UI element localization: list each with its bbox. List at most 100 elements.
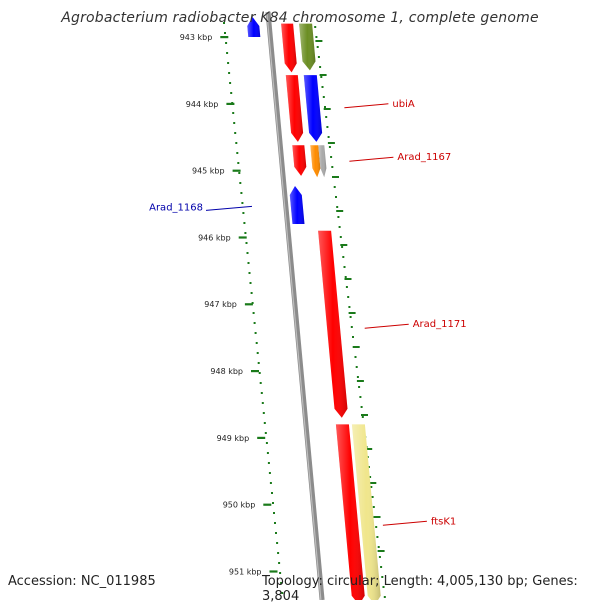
gc-dot-left [228,72,231,74]
gc-dash-right [356,380,364,382]
gc-dot-right [316,46,319,48]
gc-dot-right [377,546,380,548]
tick-label: 948 kbp [210,367,243,376]
tick-mark [257,436,266,439]
gc-dot-right [354,356,357,358]
chromosome-backbone [265,11,325,601]
gene-feature-shade [281,23,297,73]
gc-dot-left [233,122,236,124]
gc-dot-right [331,166,334,168]
tick-label: 946 kbp [198,233,231,242]
gc-dot-right [383,596,386,598]
gc-dot-left [229,82,232,84]
gc-dash-right [352,346,360,348]
tick-label: 951 kbp [229,567,262,576]
gc-dot-left [260,392,263,394]
gc-dot-left [238,172,241,174]
gc-dash-right [373,516,381,518]
gc-dash-right [377,550,385,552]
gc-dot-left [240,192,243,194]
gc-dash-right [319,74,327,76]
gene-feature-shade [351,424,381,604]
gc-dot-left [264,432,267,434]
gc-dot-right [338,226,341,228]
gc-dash-right [344,278,352,280]
gene-labels: ubiA Arad_1167 Arad_1168 Arad_1171 ftsK1 [149,99,466,527]
gene-label: ubiA [392,99,414,110]
gc-dot-left [234,132,237,134]
gene-feature-shade [299,23,316,71]
gc-content-dots [223,22,386,598]
gc-dot-right [337,216,340,218]
gc-dot-left [236,152,239,154]
gc-dot-right [315,36,318,38]
gc-dot-right [349,316,352,318]
gc-dot-left [253,322,256,324]
gc-dot-left [276,542,279,544]
gc-dot-right [326,126,329,128]
gc-dot-right [345,286,348,288]
tick-mark [251,370,259,373]
gc-dot-left [269,482,272,484]
gc-dot-right [378,556,381,558]
gc-dot-left [267,462,270,464]
tick-mark [263,503,272,506]
gc-dot-left [258,372,261,374]
gene-feature-shade [292,145,307,176]
gc-dot-left [266,452,269,454]
gc-dash-right [315,40,323,42]
gc-dot-left [235,142,238,144]
gc-dot-right [372,506,375,508]
gc-dot-right [370,486,373,488]
gc-dot-right [339,236,342,238]
label-leader-line [344,103,389,109]
gc-dot-right [348,306,351,308]
gc-dot-left [244,232,247,234]
gc-dot-right [358,386,361,388]
gc-dot-left [262,412,265,414]
tick-label: 945 kbp [192,167,225,176]
tick-mark [226,102,235,105]
gc-dot-right [317,56,320,58]
tick-label: 949 kbp [217,434,250,443]
gc-dot-left [250,292,253,294]
gc-dot-left [265,442,268,444]
gc-dot-left [268,472,271,474]
gc-dot-right [336,206,339,208]
gc-dash-right [340,244,348,246]
label-leader-line [382,520,427,526]
gc-dot-left [242,212,245,214]
gc-dot-right [369,476,372,478]
gc-dot-right [359,396,362,398]
gc-dot-right [380,566,383,568]
backbone-highlight [266,11,322,601]
gc-dash-right [327,142,335,144]
tick-mark [220,36,229,39]
gc-dot-right [322,96,325,98]
gc-dot-left [279,572,282,574]
gene-feature-shade [335,424,365,604]
gc-dot-left [277,552,280,554]
gc-dot-left [263,422,266,424]
gc-dash-right [332,176,339,178]
gc-dot-right [350,326,353,328]
gc-dot-left [254,332,257,334]
gc-dot-left [241,202,244,204]
tick-mark [238,236,247,239]
gc-dot-right [328,146,331,148]
gc-dot-right [347,296,350,298]
label-leader-line [349,156,394,162]
tick-mark [232,169,241,172]
gc-dot-right [367,466,370,468]
gc-dot-left [255,342,258,344]
gene-feature-shade [318,230,348,418]
tick-mark [269,570,278,573]
gc-dot-right [376,536,379,538]
tick-label: 944 kbp [186,100,219,109]
gc-dot-left [246,252,249,254]
gc-dot-left [261,402,264,404]
gc-dot-right [361,416,364,418]
tick-label: 950 kbp [223,501,256,510]
gc-dot-left [243,222,246,224]
gene-feature-shade [285,75,304,142]
